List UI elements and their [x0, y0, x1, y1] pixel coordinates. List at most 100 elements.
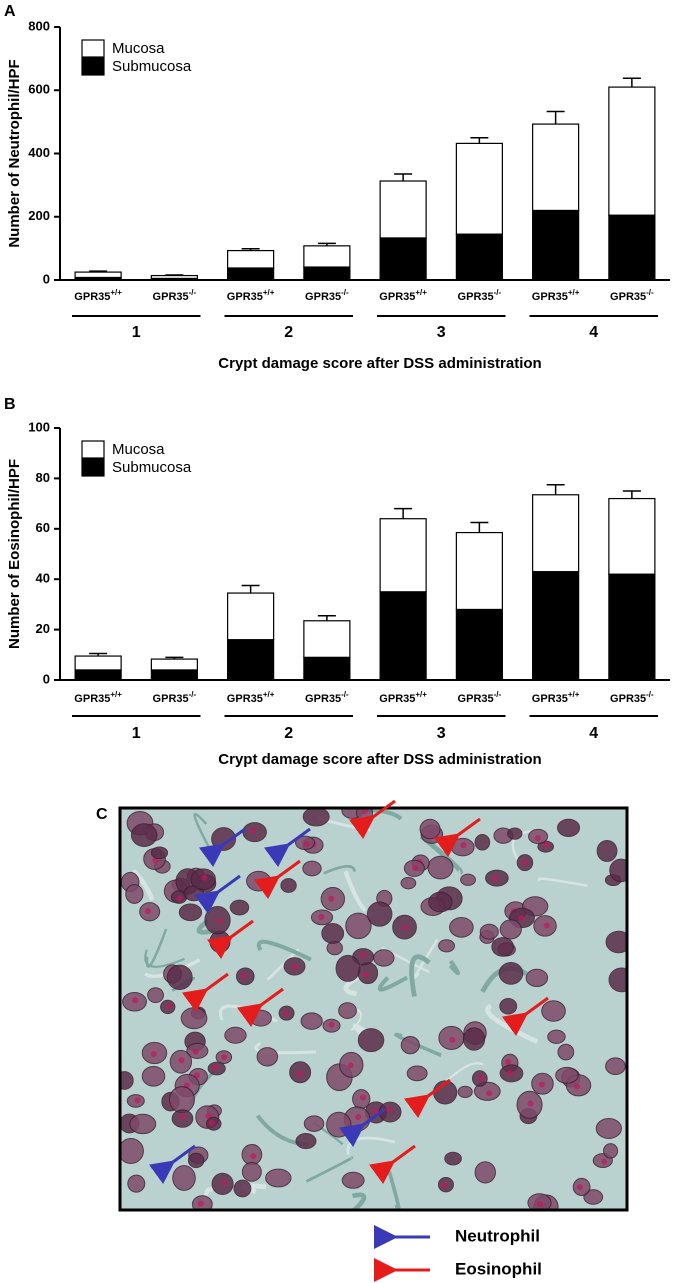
- cell: [419, 818, 441, 840]
- cell: [224, 1026, 247, 1044]
- cell: [603, 1143, 619, 1159]
- bar-segment: [150, 658, 198, 671]
- y-tick-label: 0: [43, 671, 50, 686]
- cell: [295, 1133, 317, 1150]
- cell: [474, 834, 491, 851]
- group-label: 4: [589, 324, 598, 341]
- granule: [201, 874, 208, 881]
- cell: [300, 1012, 323, 1030]
- cell: [147, 987, 164, 1004]
- x-tick-label: GPR35-/-: [458, 690, 502, 705]
- cell: [605, 930, 626, 954]
- eosinophil-arrow: [501, 996, 549, 1037]
- legend-label: Eosinophil: [455, 1259, 542, 1278]
- cell: [280, 878, 297, 893]
- granule: [291, 963, 298, 970]
- bar-segment: [455, 608, 503, 681]
- granule: [449, 1036, 456, 1043]
- cell: [595, 1118, 622, 1139]
- panel-label: C: [96, 806, 108, 823]
- cell: [491, 937, 515, 957]
- granule: [412, 865, 419, 872]
- granule: [318, 913, 325, 920]
- cell: [400, 1035, 420, 1055]
- cell: [438, 939, 456, 953]
- group-label: 1: [132, 324, 141, 341]
- fiber: [394, 1032, 442, 1057]
- eosinophil-arrow: [253, 859, 301, 900]
- x-tick-label: GPR35-/-: [610, 288, 654, 303]
- cell: [341, 1171, 365, 1189]
- cell: [444, 1151, 462, 1166]
- legend-swatch: [81, 57, 105, 76]
- granule: [205, 1113, 212, 1120]
- group-label: 3: [437, 324, 446, 341]
- cell: [499, 919, 522, 940]
- cell: [241, 1161, 262, 1182]
- granule: [212, 1064, 219, 1071]
- x-tick-label: GPR35+/+: [379, 288, 427, 303]
- bar-segment: [532, 571, 580, 681]
- bar-segment: [379, 518, 427, 593]
- x-tick-label: GPR35+/+: [74, 288, 122, 303]
- y-axis-label: Number of Neutrophil/HPF: [6, 59, 23, 247]
- cell: [172, 1165, 196, 1191]
- cell: [357, 1028, 385, 1053]
- granule: [492, 875, 499, 882]
- legend-label: Submucosa: [112, 58, 192, 75]
- y-tick-label: 600: [28, 82, 50, 97]
- granule: [536, 1201, 543, 1208]
- granule: [240, 972, 247, 979]
- panel-label: B: [4, 396, 16, 413]
- cell: [338, 1002, 357, 1019]
- panel-label: A: [4, 3, 16, 20]
- y-tick-label: 80: [36, 470, 50, 485]
- bar-segment: [455, 233, 503, 281]
- cell: [525, 968, 549, 987]
- x-tick-label: GPR35-/-: [305, 690, 349, 705]
- fiber: [131, 869, 155, 902]
- granule: [132, 997, 139, 1004]
- cell: [428, 891, 453, 913]
- granule: [576, 1184, 583, 1191]
- bar-segment: [608, 214, 656, 281]
- fiber: [144, 949, 185, 968]
- granule: [460, 842, 467, 849]
- granule: [538, 1081, 545, 1088]
- granule: [208, 1119, 215, 1126]
- granule: [518, 915, 525, 922]
- bar-segment: [608, 573, 656, 681]
- y-axis-label: Number of Eosinophil/HPF: [6, 459, 23, 649]
- bar-segment: [227, 249, 275, 269]
- fiber: [448, 959, 461, 976]
- granule: [221, 1179, 228, 1186]
- cell: [150, 846, 169, 860]
- bar-segment: [303, 620, 351, 658]
- granule: [486, 1090, 493, 1097]
- granule: [371, 1108, 378, 1115]
- cell: [557, 818, 581, 837]
- x-tick-label: GPR35+/+: [379, 690, 427, 705]
- cell: [605, 1057, 626, 1076]
- bar-segment: [455, 142, 503, 235]
- group-label: 2: [284, 725, 293, 742]
- cell: [449, 916, 474, 938]
- cell: [121, 1138, 144, 1164]
- bar-segment: [303, 245, 351, 268]
- x-tick-label: GPR35-/-: [610, 690, 654, 705]
- y-tick-label: 200: [28, 208, 50, 223]
- granule: [303, 841, 310, 848]
- cell: [460, 873, 476, 886]
- bar-segment: [74, 669, 122, 681]
- cell: [541, 1000, 566, 1022]
- cell: [168, 1086, 195, 1114]
- arrows: [148, 799, 549, 1185]
- granule: [386, 1107, 393, 1114]
- fiber: [193, 812, 212, 851]
- granule: [355, 1114, 362, 1121]
- cell: [326, 1111, 352, 1138]
- cell: [462, 1027, 486, 1051]
- legend-label: Submucosa: [112, 459, 192, 476]
- bar-segment: [379, 591, 427, 681]
- granule: [601, 1158, 608, 1165]
